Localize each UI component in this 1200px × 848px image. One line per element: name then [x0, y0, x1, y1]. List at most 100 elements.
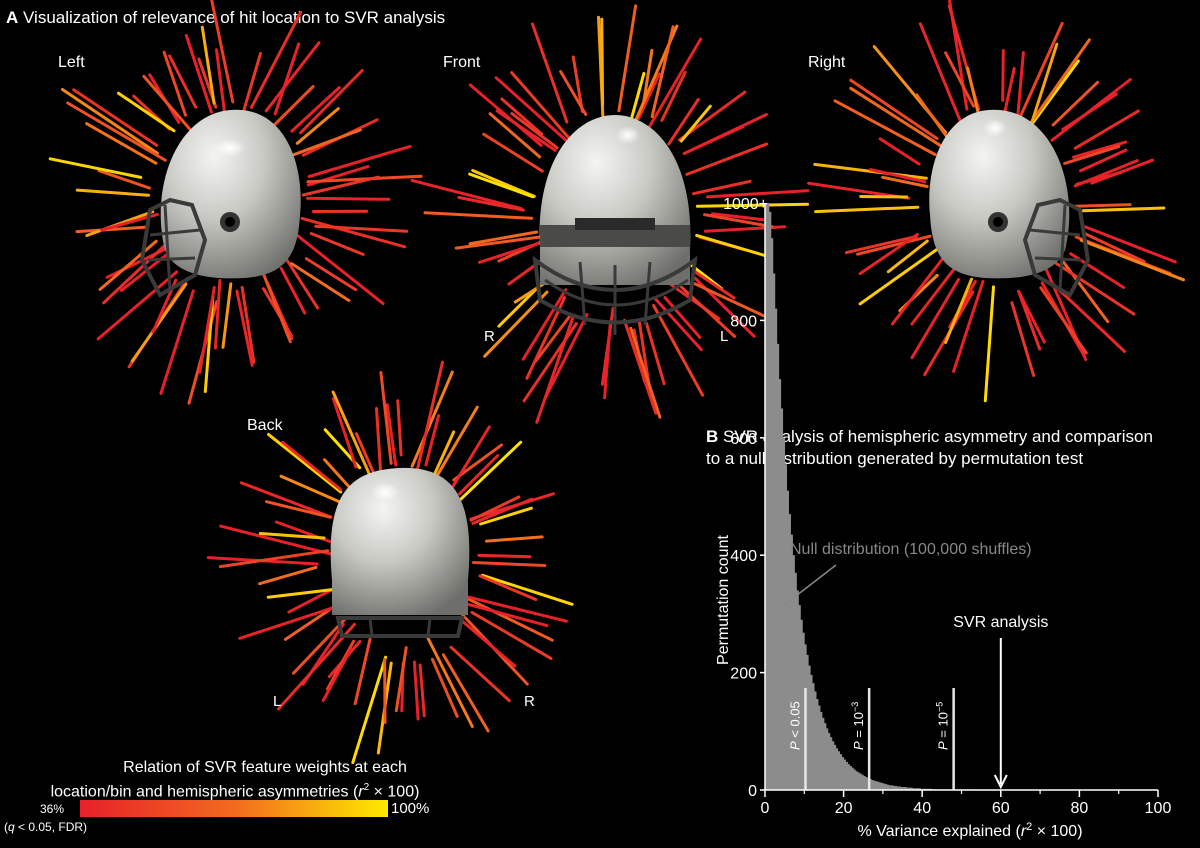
hit-arrow — [240, 285, 256, 364]
threshold-lines: P < 0.05 P = 10−3 P = 10−5 — [787, 688, 955, 790]
hit-arrow — [258, 532, 326, 540]
hit-arrow — [695, 202, 809, 208]
hit-arrow — [628, 71, 646, 125]
x-tick-label: 0 — [761, 800, 770, 817]
hit-arrow — [96, 270, 179, 341]
hit-arrow — [858, 246, 941, 306]
hit-arrow — [521, 288, 568, 361]
histogram-bar — [780, 408, 784, 790]
histogram-bar — [851, 767, 854, 790]
hit-arrow — [294, 233, 385, 306]
hit-arrow — [477, 553, 532, 559]
histogram-bar — [798, 605, 801, 790]
hit-arrow — [482, 132, 544, 173]
histogram-bar — [880, 782, 884, 790]
hit-arrow — [354, 432, 378, 481]
panel-a-letter: A — [6, 8, 19, 27]
view-label-back: Back — [247, 417, 283, 434]
hit-arrow — [449, 425, 491, 492]
svr-analysis-label: SVR analysis — [953, 614, 1048, 631]
hit-arrow — [261, 271, 292, 344]
histogram-bar — [898, 786, 901, 790]
hit-arrow — [412, 660, 420, 721]
hit-arrow — [265, 500, 332, 519]
hit-arrow — [331, 390, 372, 477]
panel-a-title: A Visualization of relevance of hit loca… — [6, 8, 445, 28]
hit-arrow — [1001, 49, 1005, 102]
histogram-bar — [829, 737, 833, 790]
hit-arrow — [250, 10, 303, 109]
hit-arrow — [470, 610, 553, 660]
histogram-bar — [900, 787, 903, 790]
hit-arrow — [430, 657, 459, 718]
histogram-bar — [820, 711, 823, 790]
histogram-bar — [774, 308, 778, 790]
hit-arrow — [1072, 140, 1128, 159]
hit-arrow — [61, 88, 159, 155]
histogram-bar — [800, 619, 803, 790]
histogram-bar — [788, 514, 791, 790]
hit-arrow — [488, 112, 542, 159]
histogram-bar — [845, 761, 848, 790]
back-marker-l: L — [273, 693, 282, 710]
hit-arrow — [868, 168, 927, 184]
histogram-bar — [772, 273, 776, 790]
histogram-bar — [821, 717, 825, 790]
hit-arrow — [304, 257, 358, 292]
hit-arrow — [966, 66, 980, 115]
hit-arrow — [1016, 51, 1025, 120]
histogram-bar — [784, 464, 788, 790]
histogram-bars — [765, 203, 972, 791]
hit-arrow — [142, 74, 193, 133]
x-axis-label: % Variance explained (r2 × 100) — [857, 821, 1082, 840]
hit-arrow — [622, 318, 658, 415]
hit-arrow — [693, 282, 776, 322]
hit-arrow — [629, 326, 662, 419]
histogram-bar — [802, 632, 805, 790]
hit-arrow — [944, 51, 975, 108]
hit-arrow — [674, 280, 737, 338]
hit-arrow — [267, 432, 343, 494]
histogram-bar — [878, 782, 882, 790]
histogram-bar — [812, 683, 815, 790]
hit-arrow — [637, 72, 661, 120]
panel-b-title: B SVR analysis of hemispheric asymmetry … — [706, 426, 1153, 470]
hit-arrow — [449, 645, 511, 703]
hit-arrow — [279, 474, 341, 504]
helmet-front — [532, 115, 698, 335]
histogram-bar — [918, 788, 921, 790]
hit-arrow — [454, 235, 542, 250]
colorbar-title-line1: Relation of SVR feature weights at each — [123, 759, 407, 776]
null-distribution-label: Null distribution (100,000 shuffles) — [790, 541, 1032, 558]
hit-arrow — [878, 137, 921, 166]
hit-arrow — [1083, 232, 1146, 264]
null-pointer-line — [782, 564, 837, 607]
histogram-bar — [847, 764, 850, 790]
hit-arrow — [918, 22, 963, 124]
hit-arrow — [1027, 38, 1091, 127]
hit-arrow — [691, 269, 736, 300]
x-tick-label: 40 — [913, 800, 931, 817]
histogram-bar — [882, 783, 886, 790]
hit-arrow — [695, 233, 771, 259]
hit-arrow — [281, 440, 343, 491]
histogram-bar — [837, 751, 841, 790]
hit-arrow — [472, 561, 547, 567]
threshold-label: P = 10−5 — [935, 702, 951, 750]
histogram-bar — [796, 590, 799, 790]
hit-arrow — [379, 371, 393, 465]
hit-arrow — [679, 104, 712, 143]
hit-arrow — [351, 655, 388, 765]
hit-arrow — [290, 262, 351, 302]
hit-arrow — [1073, 159, 1139, 188]
hit-arrow — [849, 78, 939, 140]
colorbar-max-label: 100% — [391, 800, 430, 817]
hit-arrow — [75, 225, 147, 234]
histogram-bar — [806, 654, 809, 790]
hit-arrow — [410, 178, 523, 211]
hit-arrow — [469, 495, 521, 522]
hit-arrow — [300, 216, 407, 249]
histogram-bar — [884, 784, 888, 790]
histogram-bar — [778, 379, 782, 790]
x-tick-label: 80 — [1071, 800, 1089, 817]
